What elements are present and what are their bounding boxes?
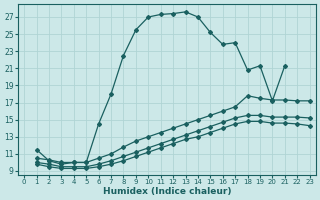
X-axis label: Humidex (Indice chaleur): Humidex (Indice chaleur) (103, 187, 231, 196)
